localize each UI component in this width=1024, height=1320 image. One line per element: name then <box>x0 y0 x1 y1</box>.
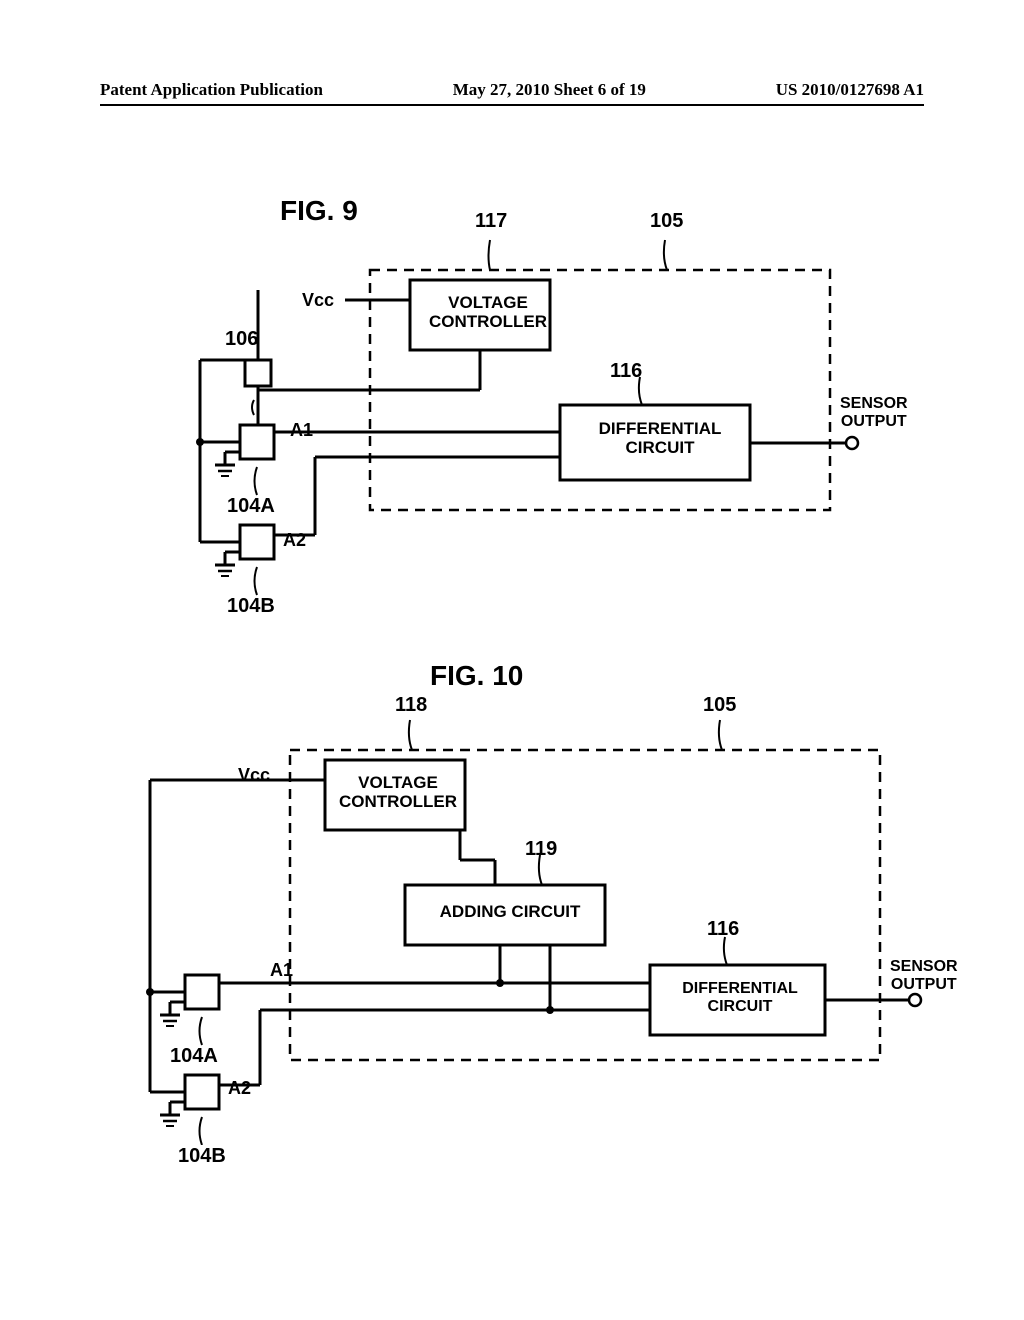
page: Patent Application Publication May 27, 2… <box>0 0 1024 1320</box>
fig9-ref-104A: 104A <box>227 495 275 518</box>
header-right: US 2010/0127698 A1 <box>776 80 924 100</box>
fig10-ac-label: ADDING CIRCUIT <box>415 903 605 922</box>
fig9-ref-117: 117 <box>475 210 507 233</box>
fig9-dc-label: DIFFERENTIALCIRCUIT <box>575 420 745 457</box>
fig10-vc-label: VOLTAGECONTROLLER <box>333 774 463 811</box>
fig10-ref-119: 119 <box>525 838 557 861</box>
fig9-diagram <box>140 225 900 605</box>
header-center: May 27, 2010 Sheet 6 of 19 <box>453 80 646 100</box>
fig9-ref-105: 105 <box>650 210 683 233</box>
fig10-ref-116: 116 <box>707 918 739 941</box>
fig10-ref-118: 118 <box>395 694 427 717</box>
fig10-ref-104B: 104B <box>178 1145 226 1168</box>
fig9-vcc: Vcc <box>302 290 334 311</box>
fig9-vc-label: VOLTAGECONTROLLER <box>423 294 553 331</box>
fig10-ref-105: 105 <box>703 694 736 717</box>
fig9-ref-104B: 104B <box>227 595 275 618</box>
fig9-ref-106: 106 <box>225 328 258 351</box>
fig10-a1: A1 <box>270 960 293 981</box>
fig10-vcc: Vcc <box>238 765 270 786</box>
fig9-a2: A2 <box>283 530 306 551</box>
fig10-title: FIG. 10 <box>430 660 523 692</box>
fig10-a2: A2 <box>228 1078 251 1099</box>
fig9-title: FIG. 9 <box>280 195 358 227</box>
fig9-a1: A1 <box>290 420 313 441</box>
header-left: Patent Application Publication <box>100 80 323 100</box>
fig10-ref-104A: 104A <box>170 1045 218 1068</box>
fig10-sensor-output: SENSOROUTPUT <box>890 958 958 993</box>
fig9-sensor-output: SENSOROUTPUT <box>840 395 908 430</box>
fig9-ref-116: 116 <box>610 360 642 383</box>
fig10-dc-label: DIFFERENTIALCIRCUIT <box>660 980 820 1015</box>
page-header: Patent Application Publication May 27, 2… <box>100 80 924 106</box>
